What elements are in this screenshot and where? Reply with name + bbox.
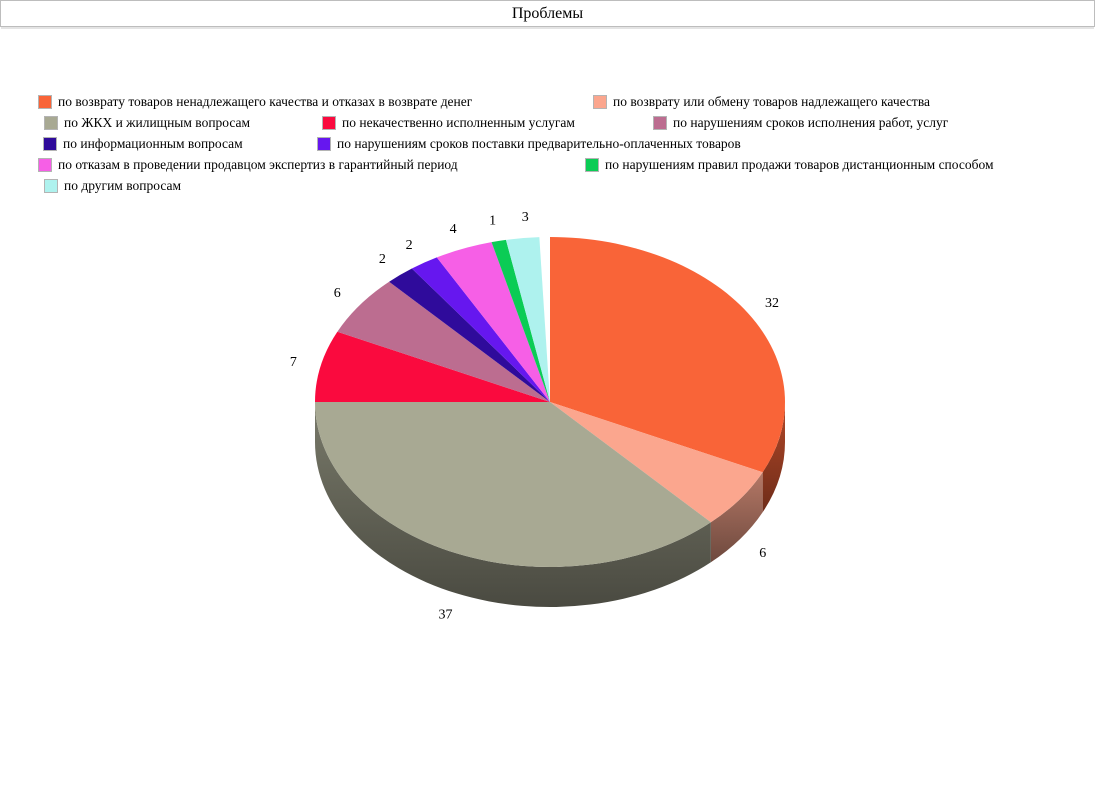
slice-value-label: 1 xyxy=(489,214,496,229)
slice-value-label: 7 xyxy=(290,355,297,370)
legend-label: по другим вопросам xyxy=(64,178,182,193)
legend-item: по возврату или обмену товаров надлежаще… xyxy=(593,94,930,110)
legend-color-swatch xyxy=(43,137,57,151)
legend-item: по информационным вопросам xyxy=(43,136,243,152)
pie-slice xyxy=(411,257,550,402)
legend-item: по нарушениям сроков поставки предварите… xyxy=(317,136,741,152)
legend-color-swatch xyxy=(593,95,607,109)
legend-label: по возврату товаров ненадлежащего качест… xyxy=(58,94,473,109)
legend-color-swatch xyxy=(44,116,58,130)
legend-color-swatch xyxy=(585,158,599,172)
legend-item: по нарушениям сроков исполнения работ, у… xyxy=(653,115,948,131)
legend-color-swatch xyxy=(317,137,331,151)
legend-item: по ЖКХ и жилищным вопросам xyxy=(44,115,250,131)
slice-value-label: 6 xyxy=(334,286,341,301)
legend-color-swatch xyxy=(38,158,52,172)
slice-value-label: 37 xyxy=(439,608,453,623)
legend-label: по ЖКХ и жилищным вопросам xyxy=(64,115,251,130)
slice-value-label: 32 xyxy=(765,296,779,311)
legend-color-swatch xyxy=(38,95,52,109)
pie-slice xyxy=(389,268,550,402)
pie-slice xyxy=(436,242,550,402)
legend-color-swatch xyxy=(44,179,58,193)
pie-slice xyxy=(505,237,550,402)
pie-slice xyxy=(550,237,785,473)
legend-item: по некачественно исполненным услугам xyxy=(322,115,575,131)
legend-label: по возврату или обмену товаров надлежаще… xyxy=(613,94,931,109)
legend-label: по информационным вопросам xyxy=(63,136,243,151)
slice-value-label: 6 xyxy=(759,546,766,561)
legend-item: по возврату товаров ненадлежащего качест… xyxy=(38,94,472,110)
pie-slice xyxy=(337,281,550,402)
legend-label: по нарушениям сроков поставки предварите… xyxy=(337,136,741,151)
legend-item: по отказам в проведении продавцом экспер… xyxy=(38,157,458,173)
pie-slice xyxy=(491,239,550,402)
legend-label: по нарушениям сроков исполнения работ, у… xyxy=(673,115,949,130)
slice-value-label: 2 xyxy=(406,238,413,253)
slice-value-label: 4 xyxy=(450,222,457,237)
pie-slice xyxy=(315,331,550,402)
slice-value-label: 2 xyxy=(379,252,386,267)
chart-title: Проблемы xyxy=(0,0,1095,27)
legend-item: по нарушениям правил продажи товаров дис… xyxy=(585,157,994,173)
legend-label: по нарушениям правил продажи товаров дис… xyxy=(605,157,994,172)
pie-slice-side xyxy=(710,472,763,563)
legend-color-swatch xyxy=(322,116,336,130)
pie-slice xyxy=(550,402,763,523)
pie-slice-side xyxy=(762,402,785,513)
legend-label: по отказам в проведении продавцом экспер… xyxy=(58,157,458,172)
pie-slice-side xyxy=(315,402,711,607)
slice-value-label: 3 xyxy=(522,210,529,225)
legend-item: по другим вопросам xyxy=(44,178,181,194)
legend-color-swatch xyxy=(653,116,667,130)
legend-label: по некачественно исполненным услугам xyxy=(342,115,575,130)
pie-slice xyxy=(315,402,711,567)
